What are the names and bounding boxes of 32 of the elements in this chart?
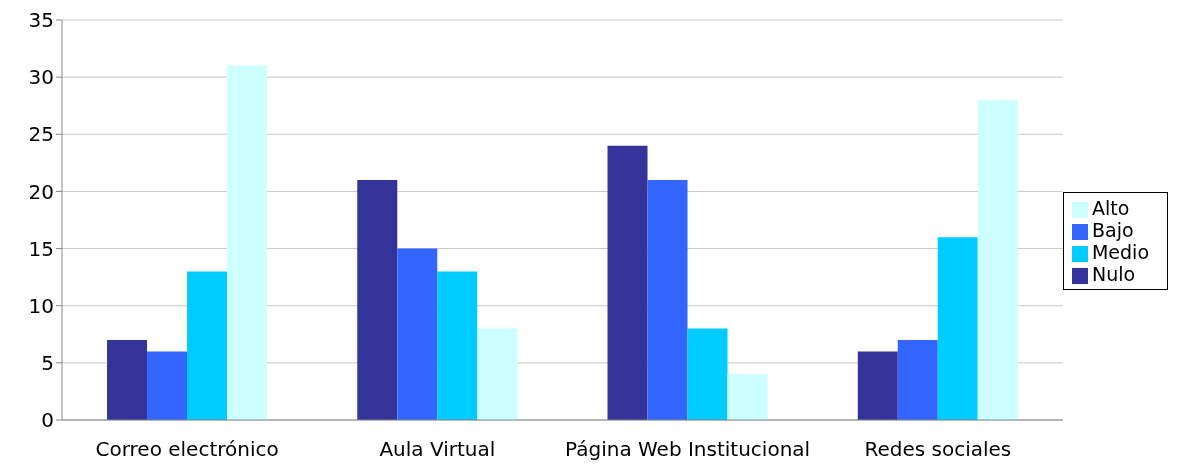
bar — [357, 180, 398, 420]
bar — [647, 180, 688, 420]
bar — [857, 351, 898, 420]
y-tick-label: 30 — [28, 65, 54, 90]
bar — [187, 271, 228, 420]
y-tick-label: 25 — [28, 122, 54, 147]
y-tick-label: 5 — [41, 350, 54, 375]
x-tick-label: Correo electrónico — [95, 437, 279, 462]
bar — [397, 248, 438, 420]
x-tick-label: Aula Virtual — [379, 437, 496, 462]
bar — [897, 340, 938, 420]
legend-label: Nulo — [1091, 263, 1136, 285]
x-tick-label: Página Web Institucional — [565, 437, 811, 462]
legend-label: Bajo — [1091, 219, 1134, 241]
bar — [147, 351, 188, 420]
y-tick-label: 15 — [28, 236, 54, 261]
y-tick-label: 35 — [28, 8, 54, 33]
bar — [687, 328, 728, 420]
bar — [977, 100, 1018, 420]
legend-label: Alto — [1091, 197, 1130, 219]
y-tick-label: 20 — [28, 179, 54, 204]
legend-label: Medio — [1091, 241, 1149, 263]
x-tick-label: Redes sociales — [864, 437, 1012, 462]
bar — [607, 145, 648, 420]
y-tick-label: 0 — [41, 408, 54, 433]
y-tick-label: 10 — [28, 293, 54, 318]
bar — [107, 340, 148, 420]
bar — [937, 237, 978, 420]
bar — [227, 65, 268, 420]
bar — [437, 271, 478, 420]
bar — [477, 328, 518, 420]
bar — [727, 374, 768, 420]
